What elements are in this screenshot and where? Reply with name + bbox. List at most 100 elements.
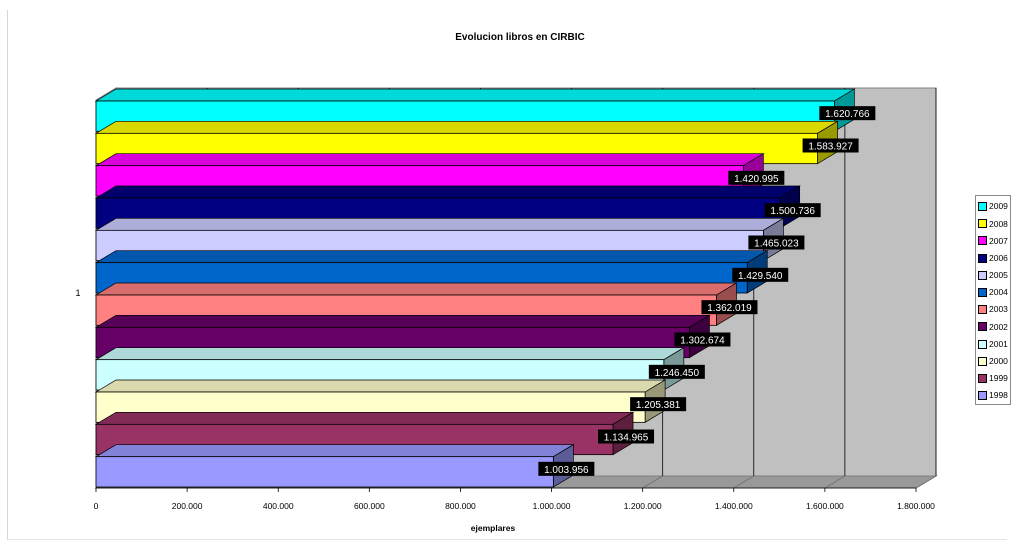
data-label-2004: 1.429.540: [732, 267, 789, 282]
floor-gridline: [915, 475, 937, 489]
frame-bottom-border: [7, 539, 1007, 540]
frame-left-border: [7, 10, 8, 540]
data-label-2003: 1.362.019: [701, 300, 758, 315]
data-label: 1.302.674: [680, 336, 725, 347]
bar-top-face: [94, 444, 575, 458]
data-label: 1.003.956: [544, 465, 589, 476]
data-label-2001: 1.246.450: [648, 364, 705, 379]
bar-top-face: [94, 88, 856, 102]
bar-top-face: [94, 217, 785, 231]
floor-gridline: [824, 475, 846, 489]
legend-label: 2004: [989, 287, 1008, 298]
data-label-2002: 1.302.674: [674, 332, 731, 347]
legend-swatch: [978, 391, 987, 401]
bar-top-face: [94, 185, 801, 199]
legend-item-2004: 2004: [976, 284, 1010, 301]
tick-label: 800.000: [445, 501, 476, 511]
bar-top-face: [94, 347, 686, 361]
legend-label: 2000: [989, 356, 1008, 367]
data-label-box: [598, 429, 655, 444]
legend-item-2006: 2006: [976, 250, 1010, 267]
data-label-box: [538, 461, 595, 476]
floor-gridline: [642, 475, 663, 489]
bar-top-face: [94, 314, 711, 328]
category-label: 1: [75, 288, 80, 298]
bar-top-face: [94, 411, 635, 425]
data-label-2000: 1.205.381: [630, 397, 687, 412]
legend-swatch: [978, 202, 987, 212]
tick-label: 200.000: [172, 501, 203, 511]
data-label-1999: 1.134.965: [598, 429, 655, 444]
legend-item-2000: 2000: [976, 353, 1010, 370]
legend-swatch: [978, 270, 987, 280]
legend-swatch: [978, 288, 987, 298]
data-label-box: [819, 106, 876, 121]
legend-label: 1999: [989, 373, 1008, 384]
tick-label: 0: [94, 501, 99, 511]
legend-item-2001: 2001: [976, 336, 1010, 353]
data-label: 1.134.965: [604, 433, 649, 444]
legend-item-1999: 1999: [976, 370, 1010, 387]
data-label-box: [674, 332, 731, 347]
data-label-box: [630, 397, 687, 412]
data-label-2009: 1.620.766: [819, 106, 876, 121]
plot-area: 0 200.000 400.000 600.000 800.000 1.000.000 1.…: [94, 87, 938, 511]
legend-label: 2005: [989, 270, 1008, 281]
data-label: 1.429.540: [738, 271, 783, 282]
x-axis-title: ejemplares: [471, 523, 516, 533]
legend-label: 2007: [989, 235, 1008, 246]
data-label: 1.500.736: [770, 206, 815, 217]
legend-label: 2009: [989, 201, 1008, 212]
data-label: 1.246.450: [655, 368, 700, 379]
bar-top-face: [94, 282, 738, 296]
legend-item-2009: 2009: [976, 198, 1010, 215]
chart-title: Evolucion libros en CIRBIC: [455, 32, 584, 43]
legend-item-2002: 2002: [976, 318, 1010, 335]
legend-swatch: [978, 236, 987, 246]
floor-gridline: [733, 475, 754, 489]
data-label: 1.420.995: [734, 174, 779, 185]
legend-swatch: [978, 253, 987, 263]
legend-label: 2008: [989, 218, 1008, 229]
legend-label: 2002: [989, 321, 1008, 332]
data-label: 1.465.023: [754, 239, 799, 250]
data-label-box: [764, 203, 821, 218]
bar-top-face: [94, 379, 667, 393]
data-label: 1.583.927: [808, 142, 853, 153]
legend-swatch: [978, 322, 987, 332]
bar-1998: [94, 444, 575, 488]
legend-swatch: [978, 356, 987, 366]
data-label: 1.620.766: [825, 109, 870, 120]
legend-swatch: [978, 373, 987, 383]
data-label-2006: 1.500.736: [764, 203, 821, 218]
data-label-2007: 1.420.995: [728, 170, 785, 185]
data-label-box: [732, 267, 789, 282]
bar-front-face: [95, 456, 554, 488]
data-label-1998: 1.003.956: [538, 461, 595, 476]
legend-item-2007: 2007: [976, 232, 1010, 249]
legend-label: 2003: [989, 304, 1008, 315]
legend-item-2008: 2008: [976, 215, 1010, 232]
tick-label: 1.600.000: [806, 501, 844, 511]
data-label: 1.362.019: [707, 303, 752, 314]
legend-swatch: [978, 219, 987, 229]
bar-top-face: [94, 153, 765, 167]
legend-swatch: [978, 305, 987, 315]
data-label-box: [648, 364, 705, 379]
tick-label: 600.000: [354, 501, 385, 511]
data-label-box: [748, 235, 805, 250]
legend-label: 1998: [989, 390, 1008, 401]
data-label: 1.205.381: [636, 400, 681, 411]
data-label-2005: 1.465.023: [748, 235, 805, 250]
data-label-box: [701, 300, 758, 315]
data-label-box: [802, 138, 859, 153]
tick-label: 1.400.000: [715, 501, 753, 511]
legend-label: 2006: [989, 252, 1008, 263]
legend: 2009 2008 2007 2006 2005 2004 2003 2002 2001 2000…: [975, 195, 1011, 405]
tick-label: 1.200.000: [624, 501, 662, 511]
data-label-box: [728, 170, 785, 185]
bar-top-face: [94, 250, 769, 264]
legend-item-1998: 1998: [976, 387, 1010, 404]
